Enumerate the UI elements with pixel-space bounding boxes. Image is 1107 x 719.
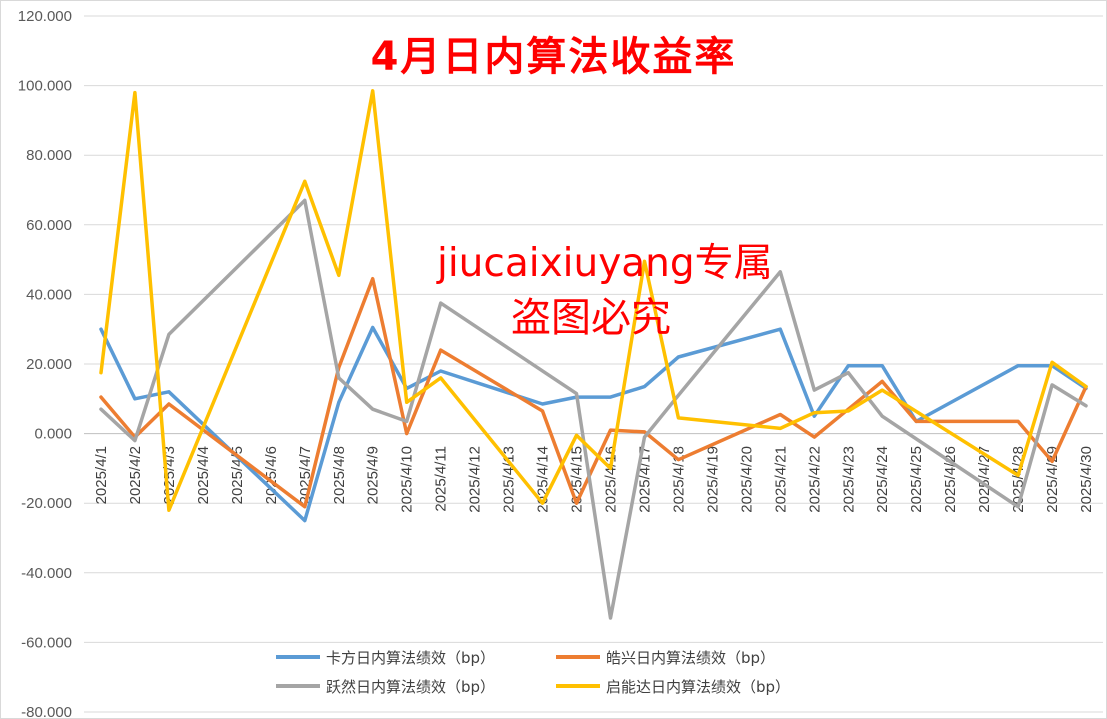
y-tick-label: 100.000 [18,78,72,95]
y-tick-label: 40.000 [26,286,72,303]
y-tick-label: -80.000 [21,704,72,719]
series-line-4 [99,89,1088,512]
x-tick-label: 2025/4/29 [1044,446,1061,513]
legend: 卡方日内算法绩效（bp） 皓兴日内算法绩效（bp） 跃然日内算法绩效（bp） 启能达日… [276,649,790,696]
x-tick-label: 2025/4/13 [501,446,518,513]
x-tick-label: 2025/4/4 [195,446,212,504]
x-tick-label: 2025/4/21 [772,446,789,513]
y-tick-label: -60.000 [21,634,72,651]
y-tick-label: -20.000 [21,495,72,512]
x-tick-label: 2025/4/8 [331,446,348,504]
x-tick-label: 2025/4/27 [976,446,993,513]
watermark-line-1: jiucaixiuyang专属 [437,241,773,286]
x-tick-label: 2025/4/2 [127,446,144,504]
y-tick-label: -40.000 [21,565,72,582]
x-tick-label: 2025/4/30 [1078,446,1095,513]
watermark-line-2: 盗图必究 [511,295,671,341]
x-tick-label: 2025/4/10 [399,446,416,513]
x-tick-label: 2025/4/17 [636,446,653,513]
x-tick-label: 2025/4/20 [738,446,755,513]
x-tick-label: 2025/4/11 [433,446,450,512]
legend-label-2: 皓兴日内算法绩效（bp） [606,649,775,667]
x-tick-label: 2025/4/12 [467,446,484,513]
y-tick-label: 120.000 [18,8,72,25]
legend-label-4: 启能达日内算法绩效（bp） [606,678,790,696]
x-tick-label: 2025/4/22 [806,446,823,513]
x-tick-label: 2025/4/19 [704,446,721,513]
y-axis: -80.000 -60.000 -40.000 -20.000 0.000 20.000 4… [18,8,72,719]
series-lines [99,89,1088,620]
series-line-3 [99,198,1088,620]
y-tick-label: 60.000 [26,217,72,234]
x-tick-label: 2025/4/25 [908,446,925,513]
y-tick-label: 20.000 [26,356,72,373]
x-tick-label: 2025/4/18 [670,446,687,513]
legend-label-1: 卡方日内算法绩效（bp） [326,649,495,667]
legend-label-3: 跃然日内算法绩效（bp） [326,678,495,696]
x-tick-label: 2025/4/6 [263,446,280,504]
x-tick-label: 2025/4/23 [840,446,857,513]
chart-title: 4月日内算法收益率 [370,34,737,80]
series-line-2 [99,276,1088,509]
y-tick-label: 80.000 [26,147,72,164]
x-tick-label: 2025/4/9 [365,446,382,504]
x-tick-label: 2025/4/24 [874,446,891,513]
x-tick-label: 2025/4/1 [93,446,110,504]
y-tick-label: 0.000 [34,426,72,443]
gridlines [84,15,1103,713]
